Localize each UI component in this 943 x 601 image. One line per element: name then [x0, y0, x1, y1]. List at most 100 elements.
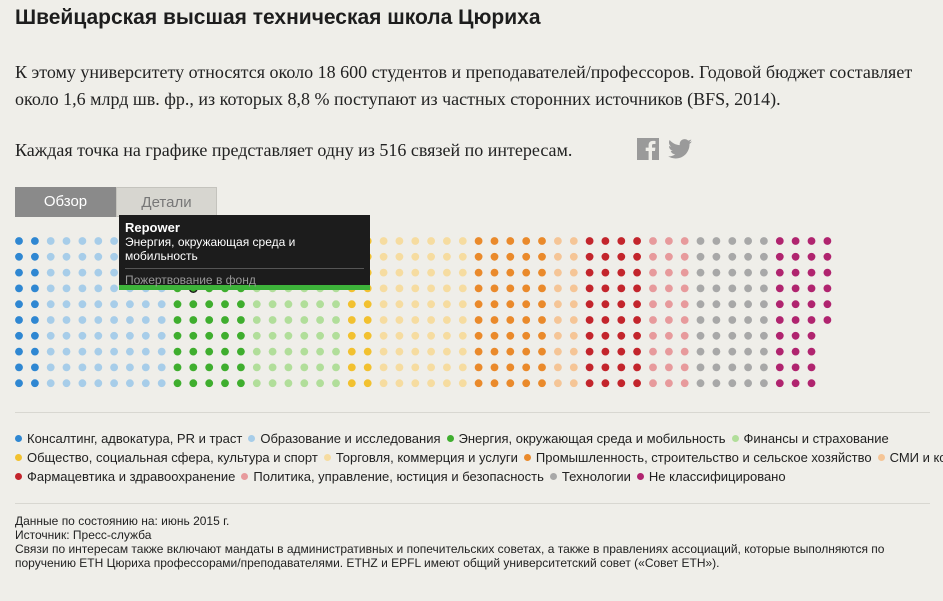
- chart-dot[interactable]: [458, 237, 467, 245]
- chart-dot[interactable]: [395, 363, 404, 372]
- chart-dot[interactable]: [458, 284, 467, 293]
- chart-dot[interactable]: [173, 300, 182, 309]
- chart-dot[interactable]: [569, 237, 578, 245]
- chart-dot[interactable]: [522, 379, 531, 388]
- chart-dot[interactable]: [379, 252, 388, 261]
- chart-dot[interactable]: [316, 316, 324, 324]
- chart-dot[interactable]: [284, 300, 293, 309]
- chart-dot[interactable]: [665, 363, 673, 372]
- chart-dot[interactable]: [744, 331, 752, 340]
- chart-dot[interactable]: [601, 379, 610, 388]
- chart-dot[interactable]: [221, 300, 229, 309]
- chart-dot[interactable]: [680, 284, 689, 293]
- chart-dot[interactable]: [522, 237, 531, 245]
- chart-dot[interactable]: [791, 252, 800, 261]
- chart-dot[interactable]: [62, 300, 71, 309]
- chart-dot[interactable]: [46, 284, 55, 293]
- chart-dot[interactable]: [347, 347, 356, 356]
- chart-dot[interactable]: [173, 347, 182, 356]
- chart-dot[interactable]: [538, 316, 546, 324]
- chart-dot[interactable]: [316, 300, 324, 309]
- chart-dot[interactable]: [665, 268, 673, 277]
- chart-dot[interactable]: [46, 268, 55, 277]
- chart-dot[interactable]: [363, 300, 372, 309]
- chart-dot[interactable]: [31, 331, 39, 340]
- chart-dot[interactable]: [31, 284, 39, 293]
- chart-dot[interactable]: [237, 331, 245, 340]
- chart-dot[interactable]: [522, 347, 531, 356]
- chart-dot[interactable]: [15, 237, 23, 245]
- chart-dot[interactable]: [823, 237, 832, 245]
- chart-dot[interactable]: [110, 347, 118, 356]
- chart-dot[interactable]: [791, 268, 800, 277]
- chart-dot[interactable]: [522, 252, 531, 261]
- chart-dot[interactable]: [617, 379, 626, 388]
- chart-dot[interactable]: [712, 316, 721, 324]
- chart-dot[interactable]: [569, 316, 578, 324]
- chart-dot[interactable]: [15, 284, 23, 293]
- chart-dot[interactable]: [379, 379, 388, 388]
- chart-dot[interactable]: [807, 237, 816, 245]
- chart-dot[interactable]: [554, 237, 562, 245]
- chart-dot[interactable]: [395, 347, 404, 356]
- chart-dot[interactable]: [157, 347, 166, 356]
- chart-dot[interactable]: [506, 331, 515, 340]
- chart-dot[interactable]: [427, 300, 435, 309]
- chart-dot[interactable]: [474, 300, 483, 309]
- chart-dot[interactable]: [696, 237, 705, 245]
- chart-dot[interactable]: [78, 252, 87, 261]
- chart-dot[interactable]: [411, 268, 420, 277]
- chart-dot[interactable]: [791, 363, 800, 372]
- chart-dot[interactable]: [633, 252, 641, 261]
- chart-dot[interactable]: [601, 237, 610, 245]
- legend-item[interactable]: Технологии: [549, 467, 631, 486]
- chart-dot[interactable]: [252, 363, 261, 372]
- chart-dot[interactable]: [110, 363, 118, 372]
- chart-dot[interactable]: [363, 347, 372, 356]
- chart-dot[interactable]: [569, 268, 578, 277]
- chart-dot[interactable]: [665, 316, 673, 324]
- chart-dot[interactable]: [601, 300, 610, 309]
- chart-dot[interactable]: [363, 331, 372, 340]
- chart-dot[interactable]: [46, 347, 55, 356]
- chart-dot[interactable]: [125, 331, 134, 340]
- chart-dot[interactable]: [157, 363, 166, 372]
- chart-dot[interactable]: [173, 316, 182, 324]
- chart-dot[interactable]: [221, 331, 229, 340]
- chart-dot[interactable]: [554, 363, 562, 372]
- chart-dot[interactable]: [31, 363, 39, 372]
- chart-dot[interactable]: [78, 268, 87, 277]
- chart-dot[interactable]: [62, 316, 71, 324]
- chart-dot[interactable]: [268, 379, 277, 388]
- chart-dot[interactable]: [379, 284, 388, 293]
- chart-dot[interactable]: [633, 268, 641, 277]
- chart-dot[interactable]: [617, 363, 626, 372]
- chart-dot[interactable]: [332, 316, 340, 324]
- chart-dot[interactable]: [94, 347, 103, 356]
- chart-dot[interactable]: [94, 300, 103, 309]
- chart-dot[interactable]: [189, 363, 198, 372]
- chart-dot[interactable]: [569, 363, 578, 372]
- chart-dot[interactable]: [205, 316, 214, 324]
- chart-dot[interactable]: [141, 331, 150, 340]
- chart-dot[interactable]: [728, 237, 737, 245]
- chart-dot[interactable]: [221, 347, 229, 356]
- chart-dot[interactable]: [363, 363, 372, 372]
- chart-dot[interactable]: [15, 316, 23, 324]
- legend-item[interactable]: Общество, социальная сфера, культура и с…: [15, 448, 318, 467]
- chart-dot[interactable]: [823, 268, 832, 277]
- chart-dot[interactable]: [617, 237, 626, 245]
- chart-dot[interactable]: [823, 300, 832, 309]
- chart-dot[interactable]: [506, 363, 515, 372]
- chart-dot[interactable]: [458, 252, 467, 261]
- chart-dot[interactable]: [633, 237, 641, 245]
- chart-dot[interactable]: [712, 363, 721, 372]
- legend-item[interactable]: Энергия, окружающая среда и мобильность: [446, 429, 726, 448]
- chart-dot[interactable]: [744, 237, 752, 245]
- chart-dot[interactable]: [712, 347, 721, 356]
- chart-dot[interactable]: [744, 284, 752, 293]
- chart-dot[interactable]: [791, 379, 800, 388]
- chart-dot[interactable]: [680, 379, 689, 388]
- chart-dot[interactable]: [237, 363, 245, 372]
- chart-dot[interactable]: [649, 347, 657, 356]
